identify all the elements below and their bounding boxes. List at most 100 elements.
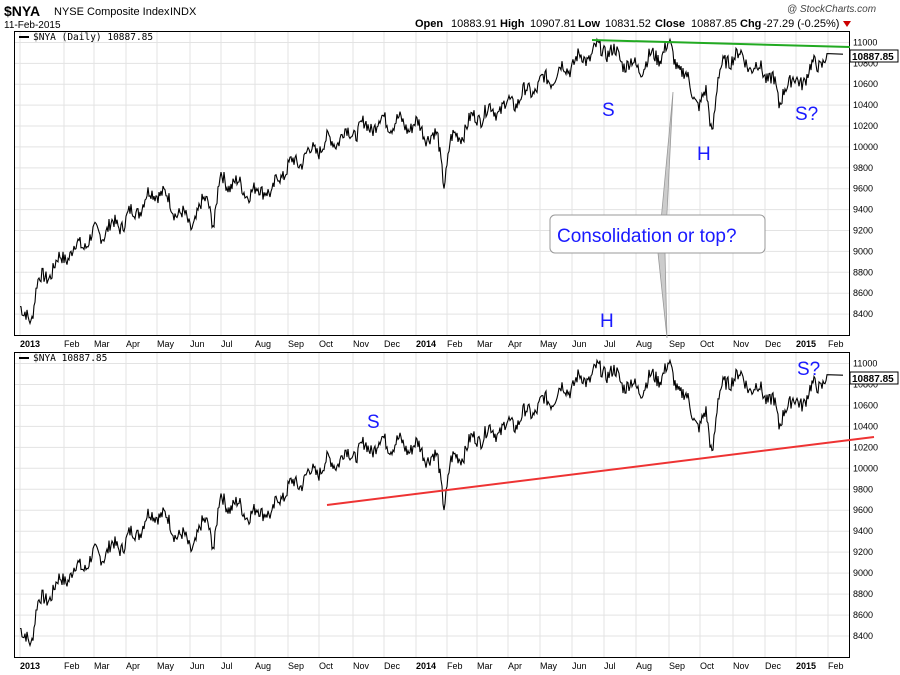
x-tick-label: May <box>540 339 558 349</box>
annotation-right-shoulder: S? <box>795 104 818 125</box>
x-tick-label: Jun <box>572 661 587 671</box>
y-tick-label: 9000 <box>853 246 873 256</box>
open-label: Open <box>415 18 443 30</box>
y-tick-label: 10200 <box>853 442 878 452</box>
y-tick-label: 9200 <box>853 226 873 236</box>
x-tick-label: Jun <box>190 339 205 349</box>
x-tick-label: Nov <box>733 661 750 671</box>
x-tick-label: Mar <box>477 661 493 671</box>
top-y-axis: 8400 8600 8800 9000 9200 9400 9600 9800 10000 102… <box>853 37 878 319</box>
x-tick-label: Dec <box>765 661 782 671</box>
bottom-x-axis: 2013 Feb Mar Apr May Jun Jul Aug Sep Oct Nov Dec 201… <box>20 661 844 671</box>
y-tick-label: 9200 <box>853 547 873 557</box>
x-tick-label: Oct <box>319 661 334 671</box>
x-tick-label: Aug <box>255 339 271 349</box>
y-tick-label: 10200 <box>853 121 878 131</box>
high-label: High <box>500 18 525 30</box>
x-tick-label: 2013 <box>20 661 40 671</box>
x-tick-label: Oct <box>700 661 715 671</box>
x-tick-label: 2015 <box>796 339 816 349</box>
x-tick-label: Dec <box>384 661 401 671</box>
x-tick-label: Jul <box>221 661 233 671</box>
top-price-line <box>19 37 844 326</box>
x-tick-label: 2013 <box>20 339 40 349</box>
x-tick-label: Jul <box>604 661 616 671</box>
y-tick-label: 10800 <box>853 58 878 68</box>
x-tick-label: Nov <box>353 339 370 349</box>
x-tick-label: Apr <box>126 661 140 671</box>
x-tick-label: Feb <box>64 661 80 671</box>
x-tick-label: Jun <box>190 661 205 671</box>
top-last-value-tag: 10887.85 <box>849 49 899 63</box>
annotation-left-shoulder-bottom: S <box>367 412 380 433</box>
y-tick-label: 8800 <box>853 589 873 599</box>
y-tick-label: 8400 <box>853 631 873 641</box>
callout-text: Consolidation or top? <box>557 226 737 247</box>
resistance-trendline <box>591 39 851 48</box>
x-tick-label: Aug <box>636 661 652 671</box>
annotation-head-bottom-panel: H <box>600 311 614 332</box>
y-tick-label: 10400 <box>853 421 878 431</box>
y-tick-label: 9400 <box>853 205 873 215</box>
y-tick-label: 9600 <box>853 505 873 515</box>
x-tick-label: Dec <box>765 339 782 349</box>
y-tick-label: 9000 <box>853 568 873 578</box>
x-tick-label: Oct <box>700 339 715 349</box>
bottom-last-value: 10887.85 <box>852 374 894 385</box>
annotation-left-shoulder: S <box>602 100 615 121</box>
x-tick-label: Sep <box>288 339 304 349</box>
high-value: 10907.81 <box>530 18 576 30</box>
bottom-price-line <box>19 358 844 648</box>
x-tick-label: Feb <box>447 661 463 671</box>
down-arrow-icon <box>843 21 851 27</box>
y-tick-label: 9600 <box>853 184 873 194</box>
y-tick-label: 9400 <box>853 526 873 536</box>
x-tick-label: Nov <box>733 339 750 349</box>
x-tick-label: Apr <box>508 339 522 349</box>
top-legend: $NYA (Daily) 10887.85 <box>33 32 153 43</box>
top-panel-frame <box>14 31 850 336</box>
x-tick-label: 2015 <box>796 661 816 671</box>
symbol: $NYA <box>4 3 40 19</box>
x-tick-label: Apr <box>508 661 522 671</box>
low-label: Low <box>578 18 600 30</box>
x-tick-label: Mar <box>94 339 110 349</box>
x-tick-label: Sep <box>669 339 685 349</box>
x-tick-label: Aug <box>255 661 271 671</box>
x-tick-label: Nov <box>353 661 370 671</box>
low-value: 10831.52 <box>605 18 651 30</box>
y-tick-label: 8600 <box>853 288 873 298</box>
y-tick-label: 9800 <box>853 484 873 494</box>
x-tick-label: Mar <box>94 661 110 671</box>
bottom-last-value-tag: 10887.85 <box>849 371 899 385</box>
bottom-legend: $NYA 10887.85 <box>33 353 107 364</box>
y-tick-label: 11000 <box>853 37 877 47</box>
bottom-y-axis: 8400 8600 8800 9000 9200 9400 9600 9800 10000 102… <box>853 358 878 641</box>
support-trendline <box>326 436 875 506</box>
top-last-value: 10887.85 <box>852 52 894 63</box>
bottom-panel-frame <box>14 352 850 658</box>
y-tick-label: 8600 <box>853 610 873 620</box>
exchange: INDX <box>170 6 197 18</box>
x-tick-label: 2014 <box>416 339 436 349</box>
x-tick-label: Sep <box>669 661 685 671</box>
x-tick-label: May <box>540 661 558 671</box>
x-tick-label: Aug <box>636 339 652 349</box>
y-tick-label: 9800 <box>853 163 873 173</box>
y-tick-label: 10600 <box>853 400 878 410</box>
open-value: 10883.91 <box>451 18 497 30</box>
x-tick-label: Jun <box>572 339 587 349</box>
brand-logo: @ StockCharts.com <box>787 4 876 15</box>
y-tick-label: 10400 <box>853 100 878 110</box>
y-tick-label: 10600 <box>853 79 878 89</box>
x-tick-label: Feb <box>447 339 463 349</box>
index-name: NYSE Composite Index <box>54 6 170 18</box>
x-tick-label: Jul <box>604 339 616 349</box>
top-x-axis: 2013 Feb Mar Apr May Jun Jul Aug Sep Oct Nov Dec 201… <box>20 339 844 349</box>
close-value: 10887.85 <box>691 18 737 30</box>
chg-label: Chg <box>740 18 761 30</box>
annotation-right-shoulder-bottom: S? <box>797 359 820 380</box>
close-label: Close <box>655 18 685 30</box>
chg-value: -27.29 (-0.25%) <box>763 18 839 30</box>
x-tick-label: Jul <box>221 339 233 349</box>
